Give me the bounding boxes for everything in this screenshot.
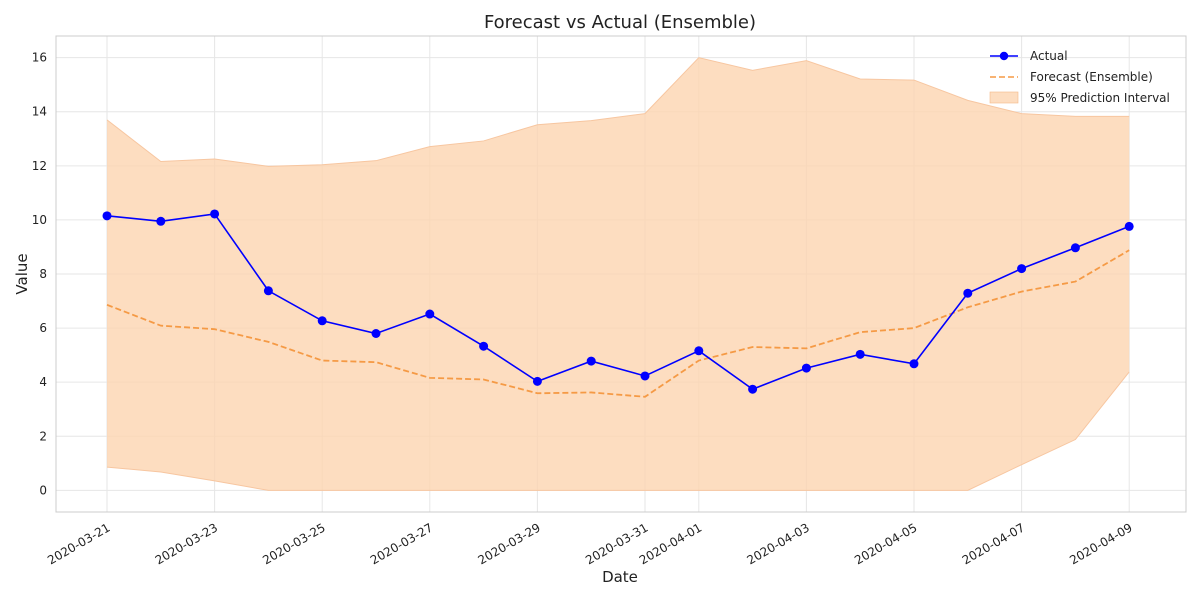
legend-actual-marker	[999, 51, 1009, 61]
y-tick-label: 14	[32, 105, 47, 119]
actual-point	[1017, 264, 1027, 274]
actual-point	[102, 211, 112, 221]
x-tick-label: 2020-04-07	[960, 520, 1027, 567]
chart-title: Forecast vs Actual (Ensemble)	[484, 12, 756, 33]
legend-interval-label: 95% Prediction Interval	[1030, 91, 1170, 105]
x-tick-label: 2020-03-27	[368, 520, 435, 567]
actual-point	[855, 349, 865, 359]
prediction-interval-upper-edge	[106, 57, 1130, 167]
actual-line	[106, 213, 1130, 391]
actual-points	[102, 209, 1134, 394]
actual-point	[317, 316, 327, 326]
legend: Actual Forecast (Ensemble) 95% Predictio…	[989, 49, 1170, 105]
actual-point	[694, 346, 704, 356]
x-tick-label: 2020-04-09	[1067, 520, 1134, 567]
y-tick-label: 8	[39, 267, 47, 281]
forecast-line	[106, 249, 1130, 398]
y-tick-label: 0	[39, 483, 47, 497]
actual-point	[640, 371, 650, 381]
x-tick-label: 2020-04-05	[852, 520, 919, 567]
actual-point	[263, 286, 273, 296]
x-axis-ticks: 2020-03-21 2020-03-23 2020-03-25 2020-03-27…	[45, 520, 1135, 567]
y-tick-label: 16	[32, 51, 47, 65]
actual-point	[371, 329, 381, 338]
actual-point	[586, 356, 596, 366]
y-tick-label: 2	[39, 429, 47, 443]
x-axis-label: Date	[602, 568, 638, 586]
y-axis-label: Value	[13, 253, 31, 294]
actual-point	[210, 209, 220, 219]
plot-frame	[55, 35, 1187, 513]
actual-point	[156, 216, 166, 226]
x-tick-label: 2020-03-29	[475, 520, 542, 567]
prediction-interval-area	[107, 57, 1130, 491]
actual-point	[748, 384, 758, 394]
actual-point	[909, 359, 919, 369]
x-tick-label: 2020-03-25	[260, 520, 327, 567]
actual-point	[479, 341, 489, 351]
legend-actual-label: Actual	[1030, 49, 1068, 63]
actual-point	[801, 363, 811, 373]
x-tick-label: 2020-03-21	[45, 520, 112, 567]
actual-point	[963, 288, 973, 298]
actual-point	[1070, 243, 1080, 253]
x-tick-label: 2020-03-23	[153, 520, 220, 567]
prediction-interval-lower-edge	[106, 371, 1130, 491]
y-tick-label: 12	[32, 159, 47, 173]
legend-forecast-label: Forecast (Ensemble)	[1030, 70, 1153, 84]
y-tick-label: 4	[39, 375, 47, 389]
actual-point	[1124, 221, 1134, 231]
x-tick-label: 2020-04-03	[744, 520, 811, 567]
actual-point	[532, 376, 542, 386]
y-axis-ticks: 0 2 4 6 8 10 12 14 16	[32, 51, 47, 498]
y-tick-label: 10	[32, 213, 47, 227]
y-tick-label: 6	[39, 321, 47, 335]
legend-interval-swatch	[989, 91, 1019, 104]
actual-point	[425, 309, 435, 319]
